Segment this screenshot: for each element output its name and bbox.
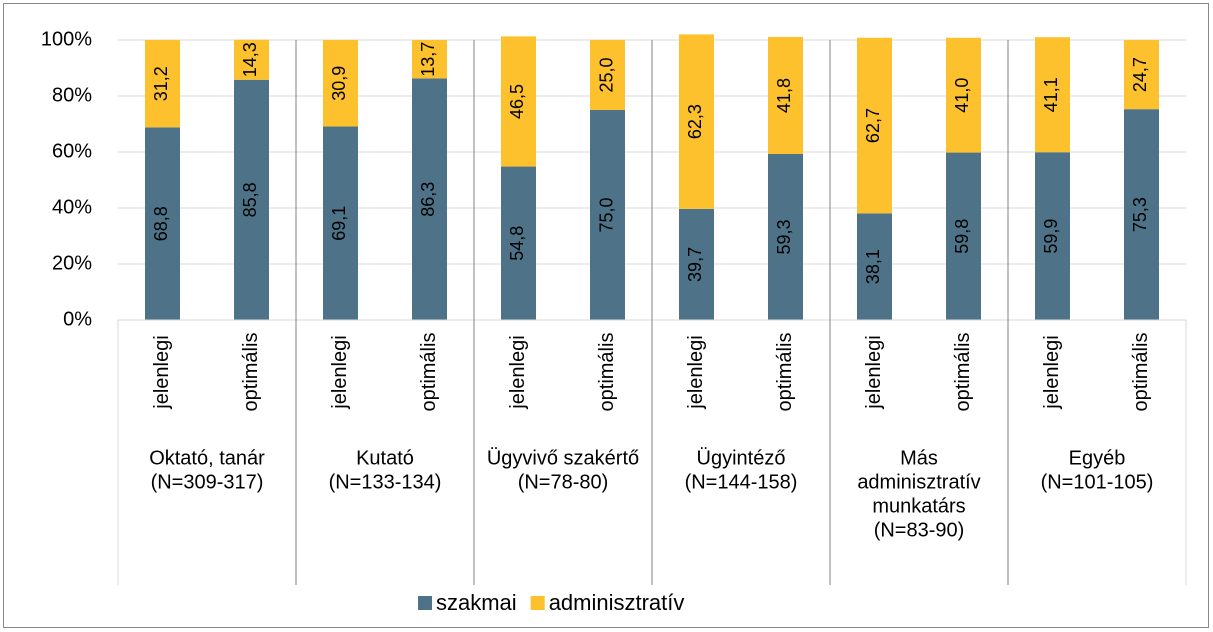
value-label: 62,7	[863, 108, 883, 143]
value-label: 14,3	[240, 42, 260, 77]
y-tick-label: 40%	[52, 196, 92, 218]
x-tick-label: optimális	[596, 333, 618, 412]
group-label: Ügyintéző	[697, 447, 786, 469]
y-tick-label: 0%	[63, 308, 92, 330]
value-label: 54,8	[507, 226, 527, 261]
bar-segment	[768, 36, 803, 154]
bar-segment	[1035, 37, 1070, 153]
bar-segment	[323, 40, 358, 127]
bar-segment	[412, 40, 447, 79]
group-label: Kutató	[356, 447, 414, 469]
bar-segment	[323, 126, 358, 321]
x-tick-label: optimális	[240, 333, 262, 412]
x-tick-label: jelenlegi	[1041, 335, 1063, 409]
x-tick-label: jelenlegi	[329, 335, 351, 409]
value-label: 75,3	[1130, 197, 1150, 232]
legend-label: szakmai	[436, 590, 517, 615]
bar-segment	[1124, 109, 1159, 320]
x-tick-label: jelenlegi	[685, 335, 707, 409]
y-tick-label: 80%	[52, 84, 92, 106]
bar-segment	[501, 166, 536, 320]
y-tick-label: 100%	[41, 28, 92, 50]
legend-label: adminisztratív	[549, 590, 685, 615]
group-label: (N=101-105)	[1041, 471, 1154, 493]
bar-segment	[590, 40, 625, 110]
bar-segment	[145, 127, 180, 320]
value-label: 62,3	[685, 104, 705, 139]
value-label: 85,8	[240, 182, 260, 217]
bar-segment	[679, 34, 714, 209]
bar-segment	[234, 79, 269, 320]
value-label: 59,8	[952, 219, 972, 254]
group-label: Ügyvivő szakértő	[487, 447, 639, 469]
x-tick-label: optimális	[418, 333, 440, 412]
value-label: 25,0	[596, 57, 616, 92]
bar-segment	[768, 153, 803, 320]
group-label: (N=144-158)	[685, 471, 798, 493]
group-label: Oktató, tanár	[149, 447, 265, 469]
value-label: 30,9	[329, 66, 349, 101]
value-label: 68,8	[151, 206, 171, 241]
value-label: 46,5	[507, 84, 527, 119]
bar-segment	[857, 37, 892, 214]
x-tick-label: optimális	[952, 333, 974, 412]
bar-segment	[679, 208, 714, 320]
bar-segment	[946, 37, 981, 153]
bar-segment	[501, 36, 536, 167]
value-label: 75,0	[596, 197, 616, 232]
bar-segment	[1124, 40, 1159, 110]
bar-segment	[857, 213, 892, 320]
y-tick-label: 60%	[52, 140, 92, 162]
group-label: munkatárs	[872, 495, 965, 517]
value-label: 41,1	[1041, 77, 1061, 112]
bar-segment	[234, 39, 269, 80]
value-label: 69,1	[329, 206, 349, 241]
group-label: (N=309-317)	[151, 471, 264, 493]
group-label: Egyéb	[1069, 447, 1126, 469]
value-label: 38,1	[863, 249, 883, 284]
value-label: 41,8	[774, 78, 794, 113]
x-tick-label: jelenlegi	[863, 335, 885, 409]
bar-segment	[145, 40, 180, 128]
value-label: 39,7	[685, 247, 705, 282]
group-label: (N=78-80)	[518, 471, 609, 493]
bar-segment	[590, 110, 625, 320]
frame	[3, 3, 1209, 628]
value-label: 24,7	[1130, 57, 1150, 92]
legend-swatch	[418, 596, 432, 610]
x-tick-label: optimális	[1130, 333, 1152, 412]
group-label: (N=133-134)	[329, 471, 442, 493]
bar-segment	[412, 78, 447, 320]
bar-segment	[1035, 152, 1070, 320]
value-label: 86,3	[418, 182, 438, 217]
value-label: 59,3	[774, 219, 794, 254]
value-label: 41,0	[952, 78, 972, 113]
value-label: 31,2	[151, 66, 171, 101]
legend-swatch	[530, 596, 545, 610]
group-label: Más	[900, 447, 938, 469]
x-tick-label: jelenlegi	[151, 335, 173, 409]
group-label: adminisztratív	[857, 471, 980, 493]
bar-segment	[946, 152, 981, 320]
value-label: 59,9	[1041, 219, 1061, 254]
value-label: 13,7	[418, 42, 438, 77]
group-label: (N=83-90)	[874, 519, 965, 541]
x-tick-label: optimális	[774, 333, 796, 412]
y-tick-label: 20%	[52, 252, 92, 274]
x-tick-label: jelenlegi	[507, 335, 529, 409]
